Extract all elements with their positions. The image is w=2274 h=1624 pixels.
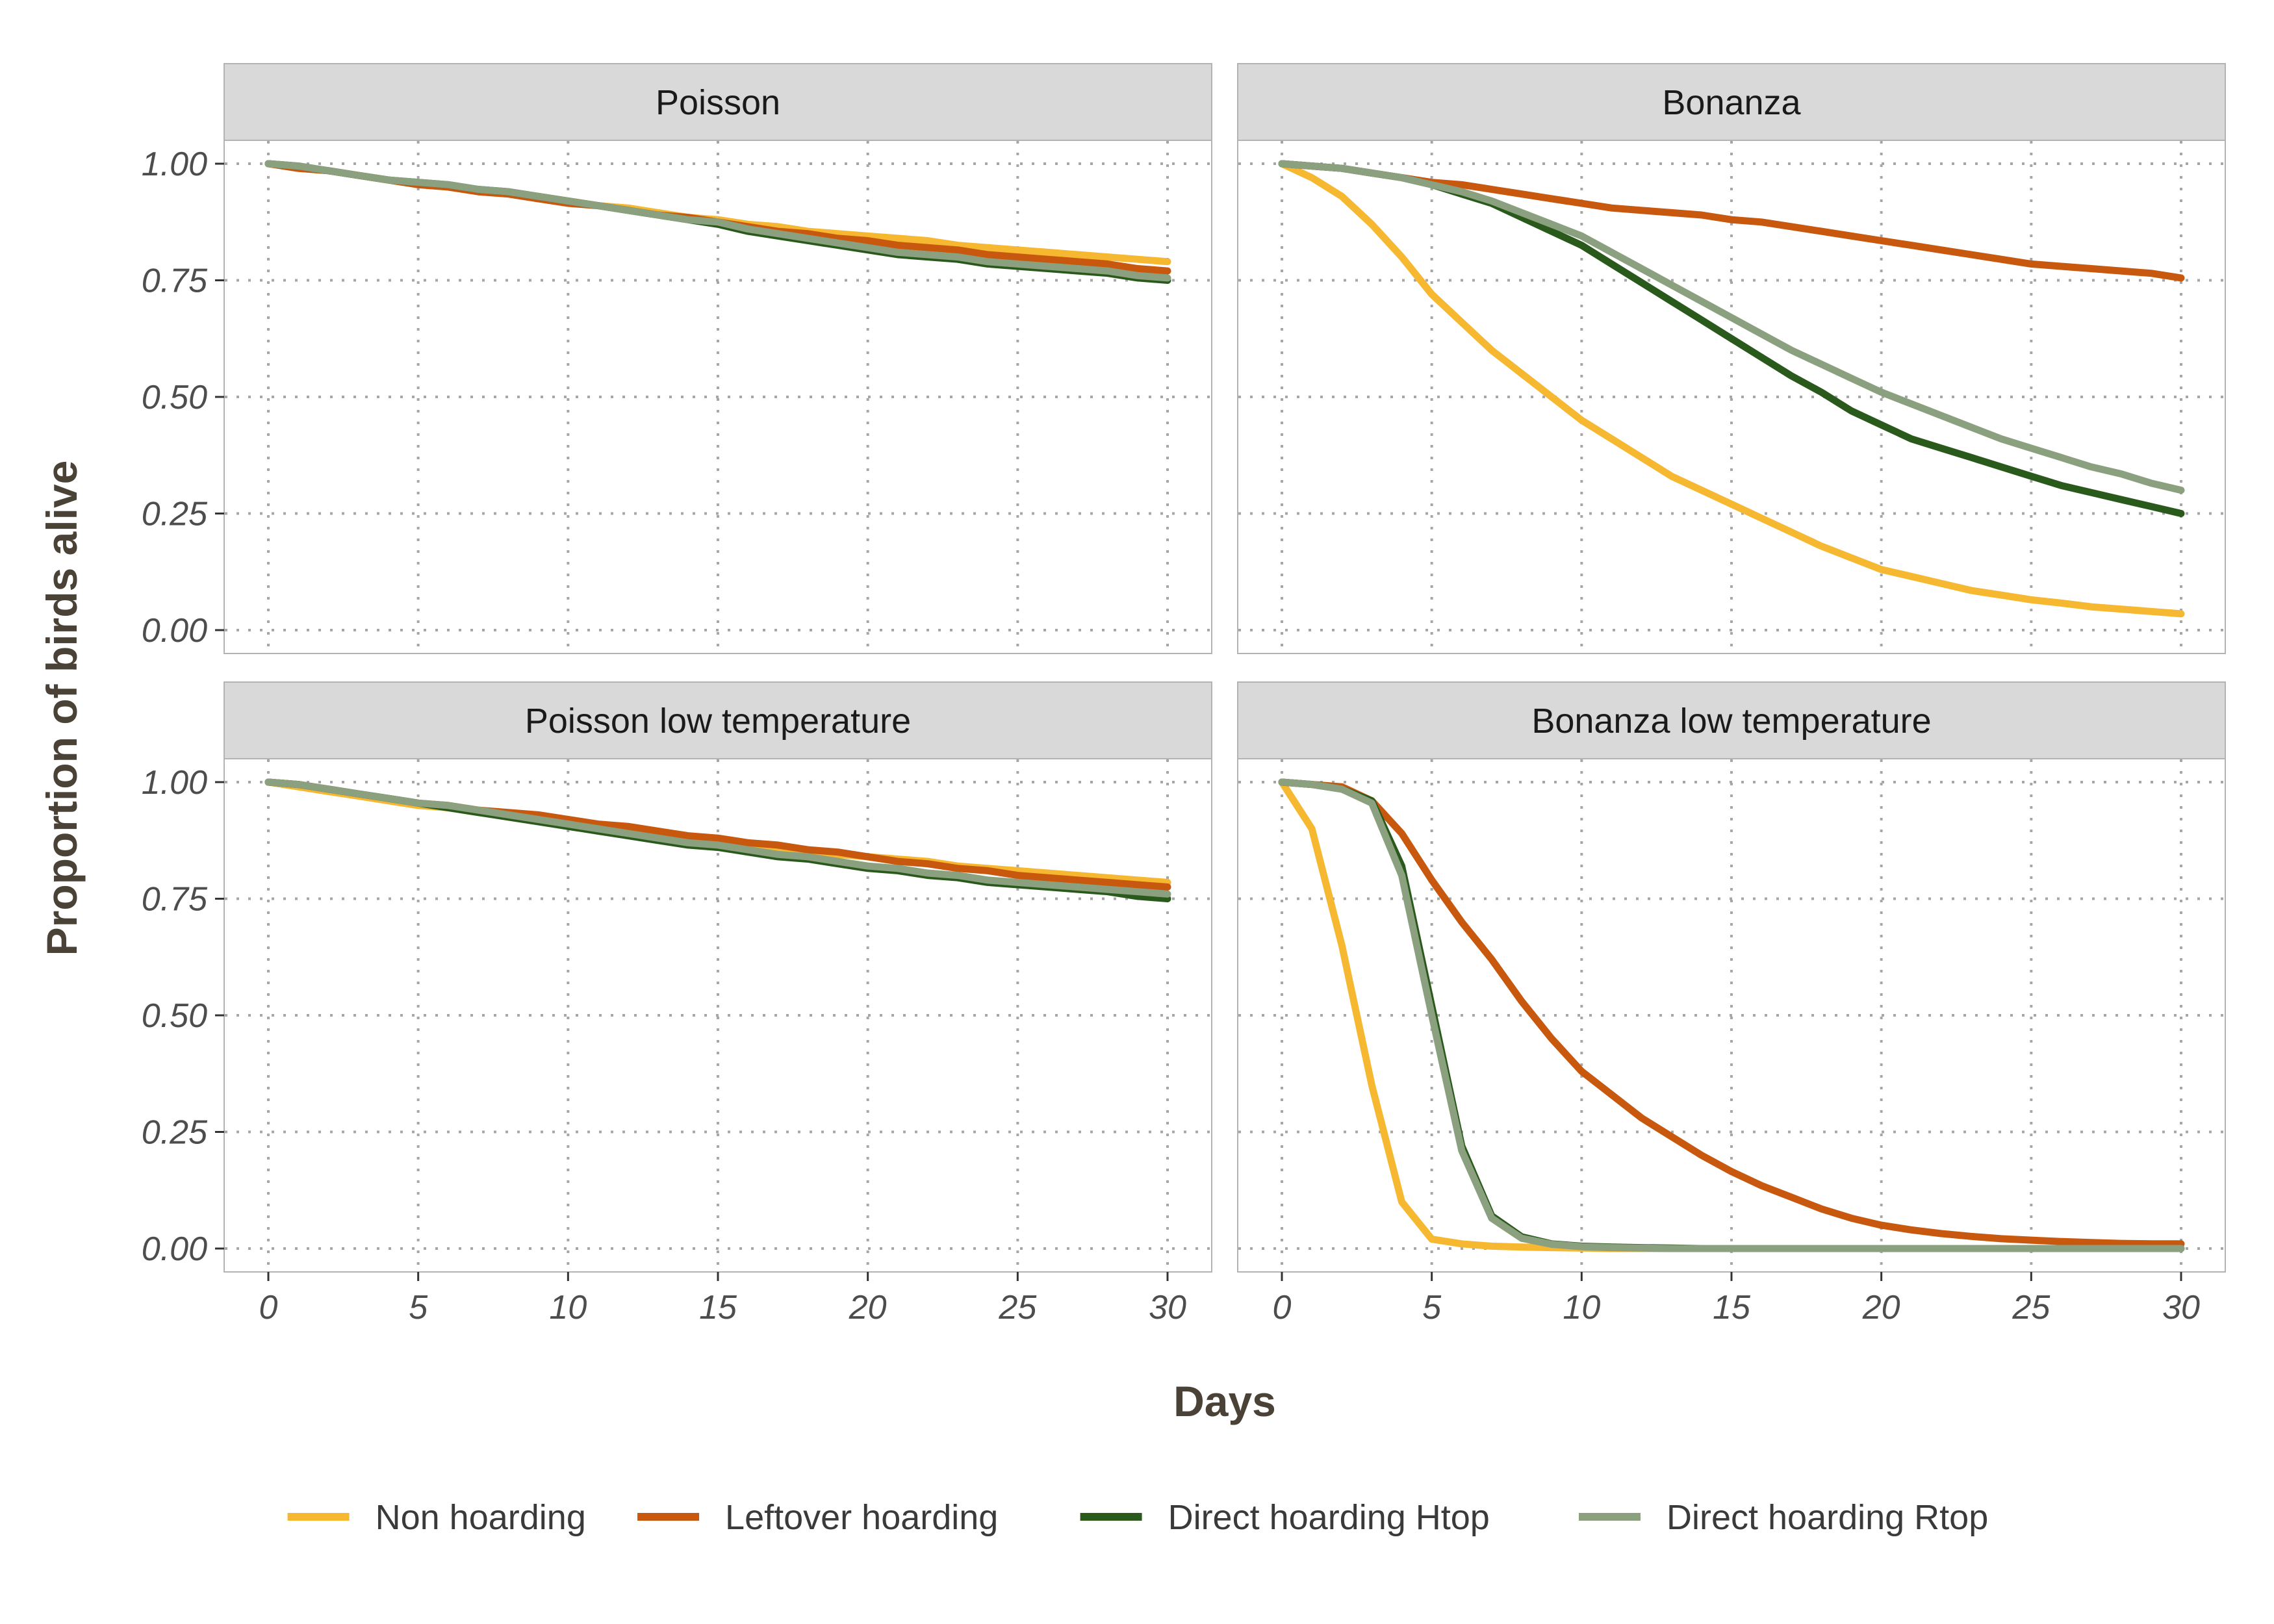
- x-tick-label: 25: [998, 1289, 1037, 1326]
- x-tick-label: 20: [849, 1289, 887, 1326]
- y-tick-label: 0.25: [142, 496, 208, 533]
- series-line-direct-hoarding-rtop: [1278, 160, 2185, 494]
- series-lines: [1278, 778, 2185, 1252]
- series-line-direct-hoarding-rtop: [264, 160, 1171, 282]
- x-axis-title: Days: [1173, 1377, 1276, 1425]
- x-tick-label: 0: [1273, 1289, 1292, 1326]
- panel-bonanza-low-temperature: Bonanza low temperature 0 5 10 15 20 25 30: [1237, 681, 2226, 1326]
- panel-strip: [224, 681, 1212, 759]
- panel-strip: [224, 63, 1212, 141]
- y-tick-label: 0.25: [142, 1114, 208, 1152]
- legend-item-leftover-hoarding: Leftover hoarding: [637, 1498, 998, 1537]
- panel-poisson-low-temperature: Poisson low temperature 0.00 0.25 0.50 0.75 1…: [142, 681, 1212, 1326]
- x-tick-label: 15: [699, 1289, 737, 1326]
- y-tick-label: 0.00: [142, 612, 207, 650]
- y-tick-label: 0.50: [142, 379, 207, 416]
- x-tick-label: 25: [2012, 1289, 2050, 1326]
- x-tick-label: 5: [1422, 1289, 1442, 1326]
- y-tick-label: 1.00: [142, 146, 207, 183]
- x-tick-label: 10: [1563, 1289, 1600, 1326]
- legend-item-direct-hoarding-htop: Direct hoarding Htop: [1080, 1498, 1490, 1537]
- series-lines: [1278, 160, 2185, 618]
- y-tick-label: 0.75: [142, 262, 208, 300]
- gridlines: [225, 141, 1211, 653]
- legend-label: Leftover hoarding: [725, 1498, 998, 1537]
- x-tick-label: 10: [549, 1289, 587, 1326]
- series-line-direct-hoarding-rtop: [264, 778, 1171, 898]
- x-tick-label: 0: [259, 1289, 278, 1326]
- series-line-direct-hoarding-rtop: [1278, 778, 2185, 1252]
- y-tick-label: 0.75: [142, 881, 208, 919]
- panels: Poisson 0.00 0.25 0.50 0.75 1.00 Bonanza Poisso…: [142, 63, 2226, 1326]
- legend-label: Direct hoarding Htop: [1168, 1498, 1490, 1537]
- panel-title: Bonanza low temperature: [1531, 702, 1931, 741]
- panel-strip: [1237, 681, 2226, 759]
- x-tick-label: 15: [1713, 1289, 1751, 1326]
- legend-label: Non hoarding: [376, 1498, 586, 1537]
- panel-bonanza: Bonanza: [1237, 63, 2226, 654]
- legend: Non hoarding Leftover hoarding Direct hoar…: [287, 1498, 1988, 1537]
- panel-strip: [1237, 63, 2226, 141]
- series-line-non-hoarding: [1278, 160, 2185, 618]
- x-tick-label: 20: [1862, 1289, 1900, 1326]
- series-line-leftover-hoarding: [1278, 778, 2185, 1248]
- y-tick-label: 0.50: [142, 997, 207, 1035]
- x-tick-label: 30: [2162, 1289, 2200, 1326]
- series-lines: [264, 778, 1171, 902]
- panel-title: Poisson: [656, 83, 780, 122]
- x-tick-label: 5: [409, 1289, 428, 1326]
- x-tick-label: 30: [1149, 1289, 1186, 1326]
- panel-title: Bonanza: [1662, 83, 1801, 122]
- gridlines: [225, 759, 1211, 1271]
- y-axis-title: Proportion of birds alive: [38, 461, 86, 956]
- panel-poisson: Poisson 0.00 0.25 0.50 0.75 1.00: [142, 63, 1212, 654]
- legend-item-direct-hoarding-rtop: Direct hoarding Rtop: [1578, 1498, 1988, 1537]
- y-tick-label: 1.00: [142, 764, 207, 802]
- legend-item-non-hoarding: Non hoarding: [287, 1498, 586, 1537]
- gridlines: [1238, 141, 2225, 653]
- y-tick-label: 0.00: [142, 1230, 207, 1268]
- series-lines: [264, 160, 1171, 284]
- panel-title: Poisson low temperature: [525, 702, 911, 741]
- legend-label: Direct hoarding Rtop: [1667, 1498, 1988, 1537]
